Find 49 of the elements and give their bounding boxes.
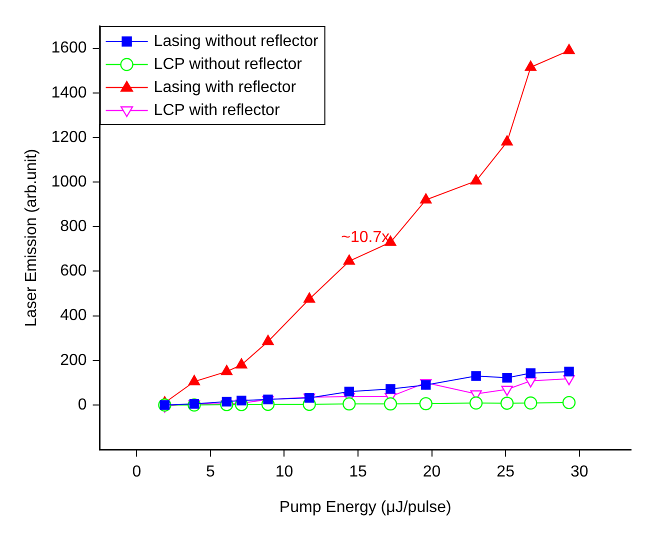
point (220, 364, 232, 376)
x-tick-label: 15 (349, 464, 368, 481)
point (469, 396, 483, 410)
point (524, 396, 538, 410)
y-tick-label: 0 (78, 396, 87, 414)
annotation: ~10.7x (341, 229, 390, 246)
x-axis-title: Pump Energy (μJ/pulse) (279, 498, 452, 516)
point (502, 372, 512, 383)
point (386, 384, 396, 394)
point (471, 371, 481, 381)
y-tick-label: 800 (60, 218, 87, 236)
y-tick-label: 600 (60, 262, 87, 280)
y-tick-label: 1200 (51, 128, 87, 146)
y-axis-title: Laser Emission (arb.unit) (23, 148, 40, 327)
legend-label: LCP with reflector (154, 102, 280, 119)
x-tick-label: 5 (206, 464, 216, 481)
point (188, 375, 200, 386)
legend-label: Lasing with reflector (154, 78, 297, 96)
y-tick-label: 1000 (51, 173, 87, 190)
point (501, 135, 513, 146)
point (562, 396, 576, 410)
point (420, 193, 432, 204)
point (500, 396, 514, 410)
point (262, 334, 274, 346)
x-tick-label: 30 (570, 464, 588, 481)
point (344, 386, 354, 396)
point (304, 292, 316, 303)
point (470, 174, 482, 185)
y-tick-label: 200 (60, 352, 87, 369)
point (263, 394, 273, 404)
point (564, 366, 574, 376)
x-tick-label: 10 (275, 464, 294, 481)
y-tick-label: 1400 (51, 84, 87, 102)
point (222, 396, 232, 407)
y-tick-label: 1600 (51, 40, 87, 57)
point (419, 397, 432, 410)
point (236, 358, 248, 368)
y-tick-label: 400 (60, 307, 87, 324)
point (526, 368, 536, 378)
legend-label: LCP without reflector (154, 56, 303, 73)
x-tick-label: 20 (422, 464, 441, 481)
x-tick-label: 25 (496, 464, 515, 481)
legend-label: Lasing without reflector (154, 32, 319, 50)
point (563, 44, 575, 54)
point (524, 60, 536, 71)
point (343, 254, 355, 265)
x-tick-label: 0 (132, 464, 142, 481)
point (342, 397, 356, 410)
point (384, 397, 398, 410)
